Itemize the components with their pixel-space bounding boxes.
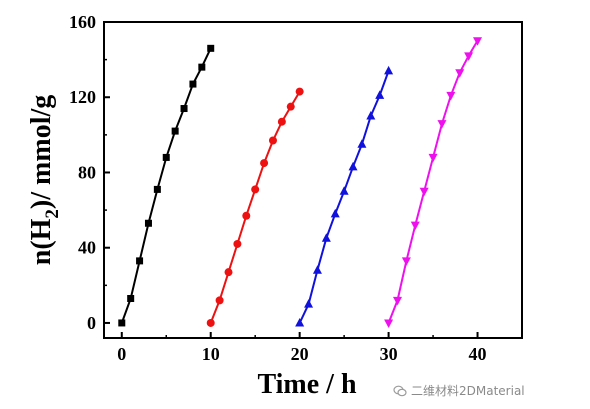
x-tick-label: 40	[469, 344, 487, 364]
data-point	[198, 63, 206, 71]
data-point	[127, 295, 135, 302]
data-point	[473, 37, 483, 46]
data-point	[375, 90, 385, 99]
y-axis-title-tail: )/ mmol/g	[26, 95, 57, 209]
data-point	[392, 296, 402, 306]
watermark: 二维材料2DMaterial	[393, 382, 525, 399]
data-point	[312, 265, 322, 274]
series-line	[298, 70, 390, 324]
data-point	[268, 136, 277, 145]
y-tick-label: 0	[87, 313, 96, 333]
series-3	[295, 65, 394, 327]
data-point	[410, 221, 420, 231]
series-1	[118, 44, 215, 327]
data-point	[162, 153, 170, 161]
data-point	[384, 319, 394, 328]
x-tick-label: 10	[202, 344, 220, 364]
data-point	[233, 239, 242, 248]
x-axis-title: Time / h	[257, 369, 356, 400]
series-line	[120, 47, 212, 324]
y-axis-title: n(H2)/ mmol/g	[26, 95, 63, 266]
x-tick-label: 0	[117, 344, 126, 364]
data-point	[455, 69, 465, 78]
data-point	[286, 102, 295, 111]
axis-ticks: 0 10 20 30 40 0 40 80 120 160	[69, 12, 487, 364]
y-tick-label: 80	[78, 162, 96, 182]
data-point	[118, 319, 126, 327]
y-tick-label: 160	[69, 12, 96, 32]
data-point	[339, 186, 349, 195]
data-point	[242, 211, 251, 220]
series-2	[206, 87, 304, 327]
data-point	[206, 318, 215, 327]
y-axis-title-main: n(H	[26, 218, 57, 265]
data-point	[428, 153, 438, 163]
data-point	[304, 299, 314, 308]
plot-frame	[103, 21, 523, 339]
data-point	[207, 44, 215, 52]
data-point	[330, 208, 340, 218]
series-line	[387, 40, 479, 324]
data-point	[357, 139, 367, 148]
data-point	[295, 317, 305, 327]
data-point	[144, 219, 152, 227]
data-point	[153, 185, 161, 193]
data-point	[401, 257, 411, 266]
data-point	[348, 161, 358, 171]
data-point	[437, 120, 447, 129]
data-series	[118, 37, 483, 328]
data-point	[171, 127, 179, 135]
data-point	[224, 268, 233, 277]
watermark-text: 二维材料2DMaterial	[411, 384, 525, 398]
data-point	[321, 233, 331, 242]
x-tick-label: 30	[380, 344, 398, 364]
data-point	[295, 87, 304, 96]
data-point	[446, 91, 456, 101]
x-tick-label: 20	[291, 344, 309, 364]
data-point	[384, 65, 394, 75]
data-point	[136, 257, 144, 265]
data-point	[189, 80, 197, 88]
data-point	[180, 105, 188, 113]
series-4	[384, 37, 483, 328]
y-tick-label: 40	[78, 238, 96, 258]
wechat-icon	[393, 385, 407, 396]
series-line	[209, 91, 301, 324]
data-point	[419, 187, 429, 197]
data-point	[277, 117, 286, 126]
data-point	[215, 296, 224, 305]
data-point	[464, 52, 474, 61]
data-point	[260, 159, 269, 168]
data-point	[366, 111, 376, 120]
y-tick-label: 120	[69, 87, 96, 107]
data-point	[251, 185, 260, 194]
y-axis-title-subscript: 2	[42, 209, 63, 219]
